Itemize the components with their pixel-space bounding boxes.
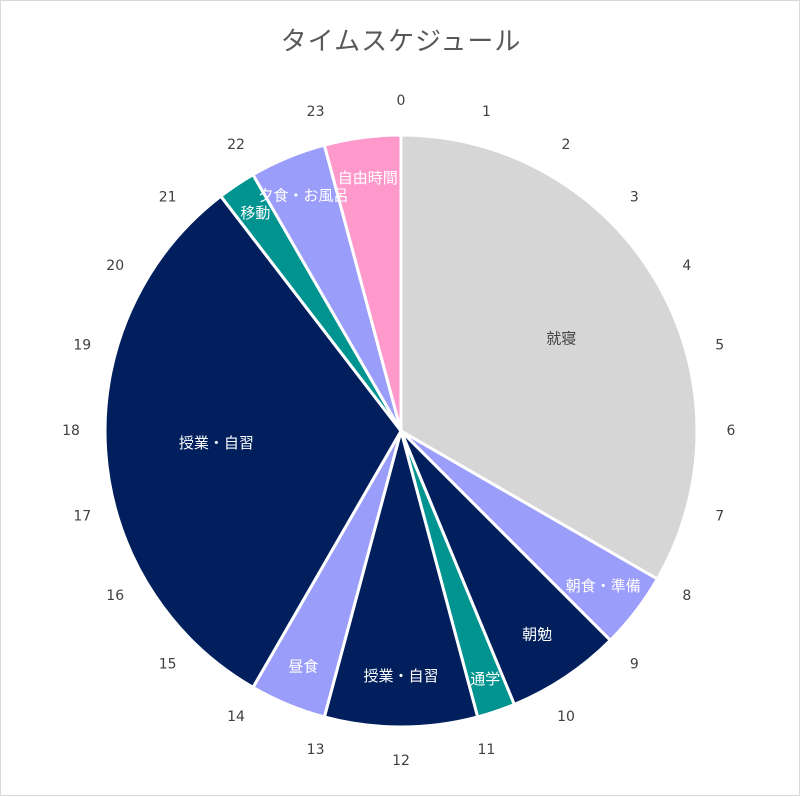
hour-tick-label: 7 bbox=[715, 508, 724, 524]
pie-slice-9 bbox=[322, 133, 403, 433]
hour-tick-label: 11 bbox=[477, 742, 495, 758]
slice-label-2: 朝勉 bbox=[522, 626, 552, 644]
slice-label-5: 昼食 bbox=[288, 658, 318, 676]
hour-tick-label: 9 bbox=[630, 656, 639, 672]
hour-tick-label: 6 bbox=[727, 423, 736, 439]
hour-tick-label: 15 bbox=[159, 656, 177, 672]
hour-tick-label: 21 bbox=[159, 190, 177, 206]
hour-tick-label: 16 bbox=[106, 588, 124, 604]
hour-tick-label: 3 bbox=[630, 190, 639, 206]
hour-tick-label: 17 bbox=[73, 508, 91, 524]
hour-tick-label: 20 bbox=[106, 258, 124, 274]
slice-label-4: 授業・自習 bbox=[363, 667, 438, 685]
hour-tick-label: 10 bbox=[557, 709, 575, 725]
slice-label-3: 通学 bbox=[470, 670, 500, 688]
pie-slice-0 bbox=[399, 133, 699, 581]
slice-label-8: 夕食・お風呂 bbox=[258, 186, 348, 204]
hour-tick-label: 2 bbox=[562, 137, 571, 153]
hour-tick-label: 4 bbox=[682, 258, 691, 274]
hour-tick-label: 13 bbox=[307, 742, 325, 758]
slice-label-9: 自由時間 bbox=[338, 169, 398, 187]
pie-slice-2 bbox=[399, 429, 612, 706]
slice-label-6: 授業・自習 bbox=[179, 434, 254, 452]
hour-tick-label: 8 bbox=[682, 588, 691, 604]
slice-label-1: 朝食・準備 bbox=[566, 577, 641, 595]
hour-tick-label: 23 bbox=[307, 104, 325, 120]
hour-tick-label: 22 bbox=[227, 137, 245, 153]
hour-tick-label: 0 bbox=[397, 93, 406, 109]
pie-slice-6 bbox=[103, 194, 403, 689]
hour-tick-label: 12 bbox=[392, 753, 410, 769]
slice-label-7: 移動 bbox=[240, 204, 270, 222]
hour-tick-label: 1 bbox=[482, 104, 491, 120]
hour-tick-label: 5 bbox=[715, 338, 724, 354]
hour-tick-label: 14 bbox=[227, 709, 245, 725]
hour-tick-label: 19 bbox=[73, 338, 91, 354]
chart-title: タイムスケジュール bbox=[280, 27, 522, 57]
pie-slice-4 bbox=[322, 429, 480, 729]
hour-tick-label: 18 bbox=[62, 423, 80, 439]
slice-label-0: 就寝 bbox=[546, 330, 576, 348]
